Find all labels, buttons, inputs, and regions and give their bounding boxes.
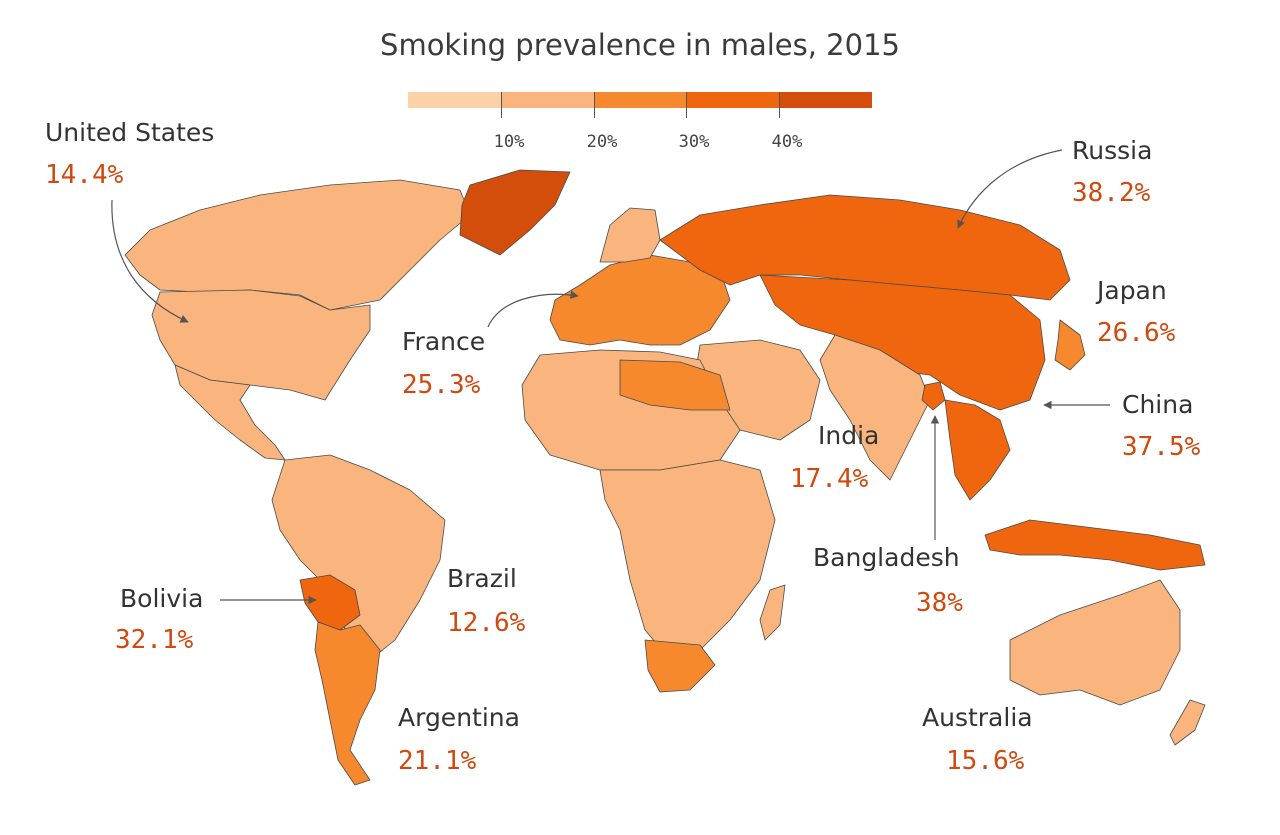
region-united-states [151,289,371,401]
label-bangladesh: Bangladesh [813,543,960,572]
region-south-africa [644,639,716,693]
map-title: Smoking prevalence in males, 2015 [380,28,900,62]
leader-france [487,290,579,328]
value-australia: 15.6% [946,746,1025,776]
region-brazil [271,454,446,661]
value-united-states: 14.4% [45,160,124,190]
value-china: 37.5% [1122,432,1201,462]
legend-tick-label: 30% [678,132,710,152]
legend-tick-mark [501,92,502,118]
label-india: India [818,421,880,450]
value-india: 17.4% [790,464,869,494]
legend-tick-mark [686,92,687,118]
label-bolivia: Bolivia [120,584,204,613]
legend-bin-4 [686,92,780,108]
region-india [819,334,931,481]
leader-russia [957,149,1063,229]
region-new-zealand [1169,699,1206,746]
region-southeast-asia [944,399,1011,501]
legend-tick-mark [779,92,780,118]
label-russia: Russia [1072,136,1153,165]
region-argentina [314,621,381,786]
label-brazil: Brazil [447,564,517,593]
value-france: 25.3% [402,370,481,400]
region-scandinavia [599,207,661,263]
legend-tick-label: 20% [586,132,618,152]
leader-united-states [111,199,189,323]
region-japan [1054,319,1086,371]
region-bolivia [299,574,361,631]
region-egypt-libya [619,359,731,411]
label-japan: Japan [1097,276,1167,305]
region-australia [1009,579,1181,706]
legend-bin-3 [593,92,687,108]
value-russia: 38.2% [1072,178,1151,208]
region-indonesia [984,519,1206,571]
legend-bin-5 [779,92,872,108]
label-france: France [402,327,486,356]
region-china [759,274,1046,411]
legend-tick-label: 40% [771,132,803,152]
value-bolivia: 32.1% [115,625,194,655]
label-united-states: United States [45,118,215,147]
value-brazil: 12.6% [447,608,526,638]
region-central-africa [599,459,776,661]
region-greenland [459,169,571,256]
label-australia: Australia [922,703,1033,732]
legend-tick-mark [594,92,595,118]
legend-color-scale [408,92,872,108]
label-argentina: Argentina [398,703,520,732]
legend-tick-label: 10% [493,132,525,152]
region-canada [124,179,471,311]
value-japan: 26.6% [1097,318,1176,348]
legend-bin-2 [500,92,594,108]
region-madagascar [759,584,786,641]
region-bangladesh [921,381,946,411]
value-argentina: 21.1% [398,746,477,776]
legend-bin-1 [408,92,501,108]
value-bangladesh: 38% [916,588,963,618]
label-china: China [1122,390,1194,419]
